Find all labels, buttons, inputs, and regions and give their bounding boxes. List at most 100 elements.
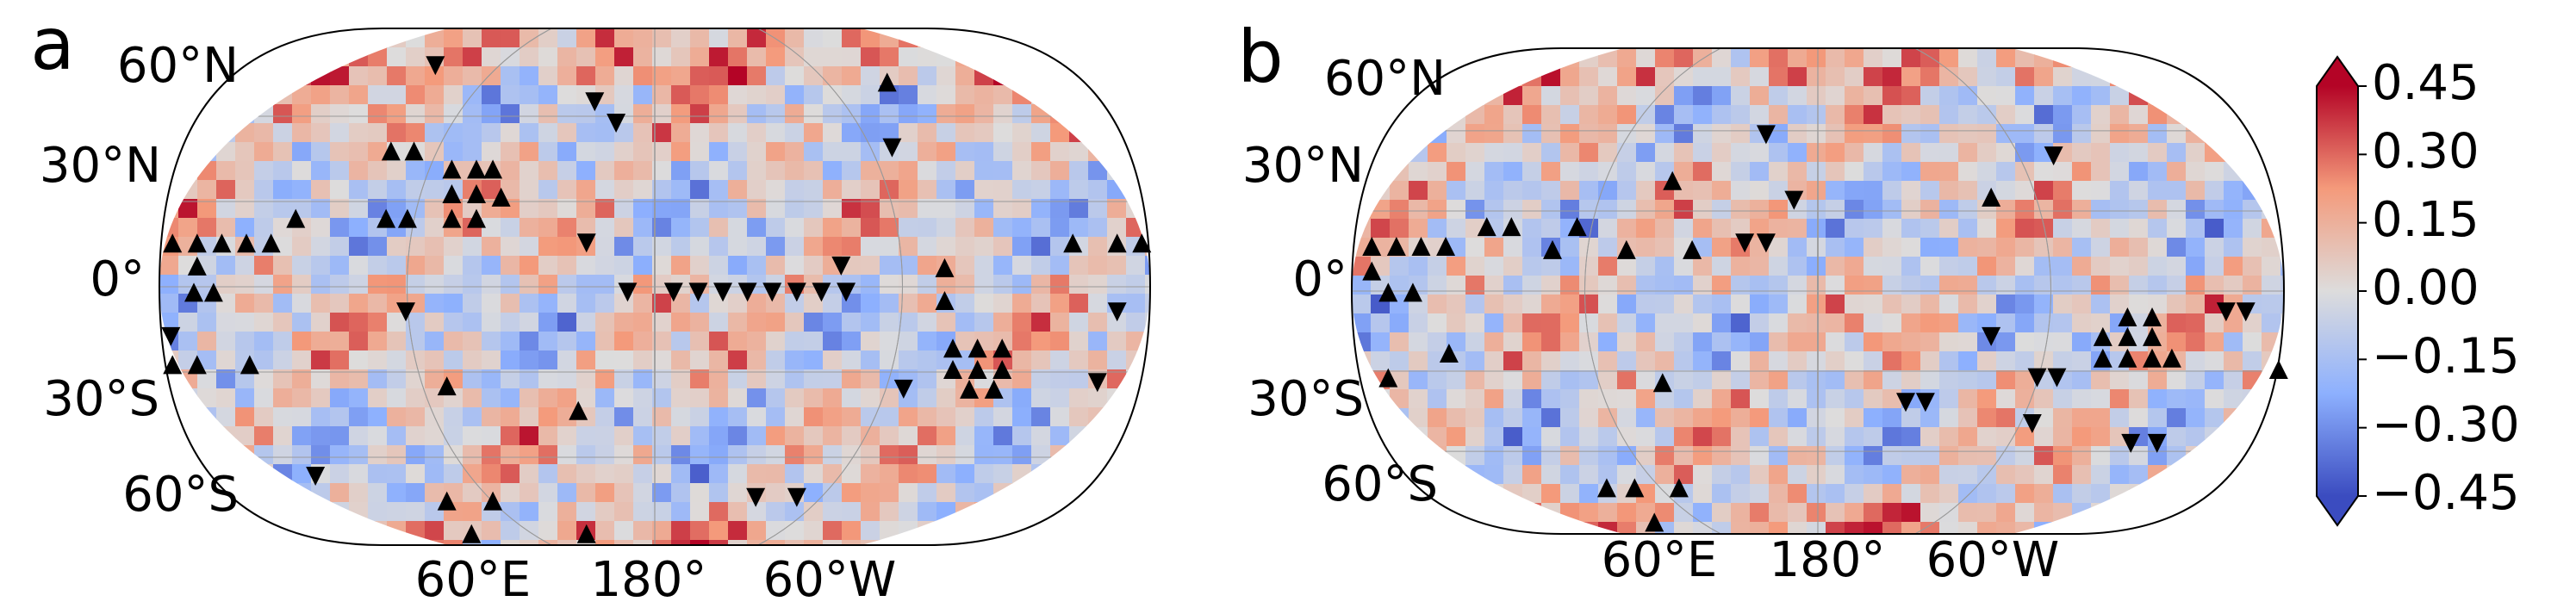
map-cell — [1598, 465, 1618, 485]
map-cell — [387, 350, 407, 370]
station-up — [1477, 217, 1496, 237]
map-cell — [292, 294, 312, 313]
map-cell — [2015, 105, 2035, 125]
map-cell — [2224, 408, 2243, 428]
clip-bound — [1347, 534, 2288, 614]
map-cell — [538, 369, 558, 389]
station-up — [1362, 261, 1382, 281]
map-cell — [1807, 86, 1826, 106]
station-up — [483, 159, 503, 179]
map-cell — [690, 464, 710, 484]
map-cell — [463, 256, 482, 276]
map-cell — [842, 66, 862, 86]
map-cell — [709, 369, 729, 389]
map-cell — [2034, 465, 2054, 485]
map-cell — [1901, 67, 1921, 87]
map-cell — [1541, 351, 1561, 371]
map-cell — [1920, 465, 1940, 485]
map-cell — [1598, 105, 1618, 125]
map-cell — [538, 199, 558, 219]
map-cell — [1655, 465, 1675, 485]
map-cell — [1920, 427, 1940, 447]
station-up — [2143, 326, 2162, 346]
map-cell — [1826, 276, 1845, 295]
map-cell — [2072, 351, 2092, 371]
map-cell — [576, 218, 596, 238]
map-cell — [557, 464, 577, 484]
map-cell — [2243, 370, 2262, 390]
map-cell — [1693, 181, 1713, 201]
map-cell — [292, 275, 312, 295]
map-cell — [652, 313, 672, 332]
map-cell — [1769, 181, 1789, 201]
map-cell — [1655, 295, 1675, 314]
map-cell — [918, 483, 937, 503]
map-cell — [823, 237, 843, 257]
map-cell — [1750, 313, 1770, 333]
map-cell — [406, 123, 426, 143]
map-cell — [2034, 351, 2054, 371]
map-cell — [2072, 257, 2092, 276]
map-cell — [538, 464, 558, 484]
map-cell — [273, 218, 293, 238]
map-cell — [1031, 142, 1051, 162]
map-cell — [709, 445, 729, 465]
map-cell — [1145, 407, 1150, 427]
map-cell — [2167, 200, 2187, 220]
map-cell — [614, 445, 634, 465]
map-cell — [2110, 181, 2130, 201]
map-cell — [1522, 257, 1542, 276]
map-cell — [861, 28, 880, 48]
map-cell — [1126, 521, 1146, 541]
map-cell — [387, 426, 407, 446]
map-cell — [1693, 503, 1713, 523]
map-cell — [2053, 124, 2073, 144]
map-cell — [709, 313, 729, 332]
map-cell — [1050, 161, 1070, 181]
map-cell — [1598, 313, 1618, 333]
map-cell — [1560, 200, 1580, 220]
map-cell — [501, 445, 520, 465]
map-cell — [2129, 276, 2149, 295]
map-cell — [273, 142, 293, 162]
map-cell — [1145, 445, 1150, 465]
map-cell — [1882, 446, 1902, 466]
map-cell — [2072, 105, 2092, 125]
colorbar-extend-max — [2317, 57, 2358, 86]
map-cell — [595, 66, 615, 86]
map-cell — [1655, 86, 1675, 106]
map-cell — [501, 161, 520, 181]
map-cell — [254, 28, 274, 48]
map-cell — [1920, 276, 1940, 295]
map-cell — [861, 313, 880, 332]
map-cell — [899, 66, 918, 86]
graticule — [654, 3, 656, 571]
map-cell — [1750, 503, 1770, 523]
map-cell — [671, 85, 691, 105]
map-cell — [159, 521, 179, 541]
map-cell — [842, 332, 862, 351]
map-cell — [614, 85, 634, 105]
map-cell — [349, 104, 369, 124]
map-cell — [1465, 86, 1485, 106]
map-cell — [1712, 105, 1732, 125]
map-cell — [1958, 408, 1978, 428]
map-cell — [785, 104, 805, 124]
map-cell — [520, 180, 539, 200]
station-up — [1411, 237, 1431, 257]
station-up — [1683, 239, 1702, 259]
map-cell — [1522, 67, 1542, 87]
map-cell — [1107, 47, 1127, 67]
map-cell — [501, 350, 520, 370]
map-cell — [614, 294, 634, 313]
map-cell — [1996, 465, 2016, 485]
map-cell — [1465, 351, 1485, 371]
map-cell — [482, 104, 501, 124]
map-cell — [1503, 389, 1523, 409]
map-cell — [1996, 200, 2016, 220]
map-cell — [538, 502, 558, 522]
map-cell — [557, 294, 577, 313]
map-cell — [2148, 370, 2168, 390]
map-cell — [1031, 66, 1051, 86]
map-cell — [444, 142, 464, 162]
